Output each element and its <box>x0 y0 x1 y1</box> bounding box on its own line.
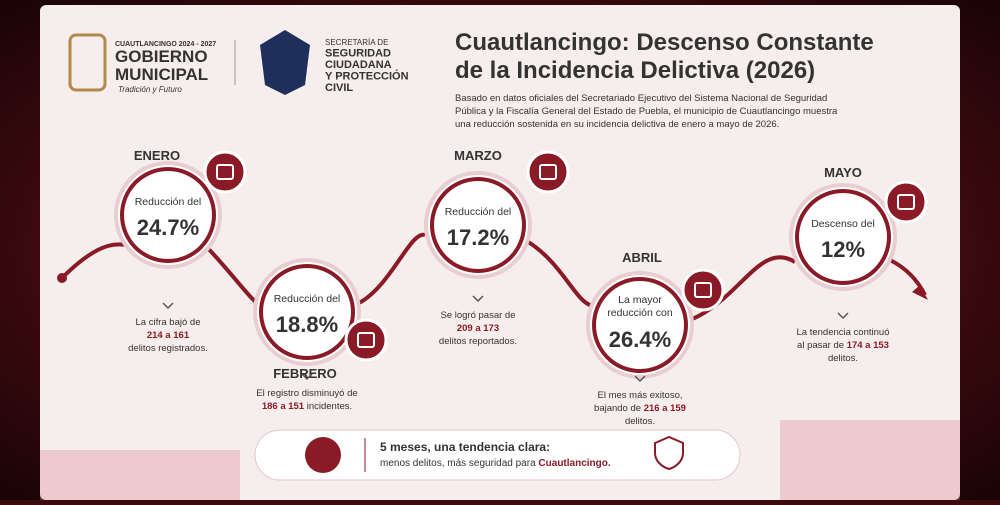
title: de la Incidencia Delictiva (2026) <box>455 57 815 84</box>
footer-text: menos delitos, más seguridad para <box>380 458 538 469</box>
start-dot <box>57 273 67 283</box>
secretariat-line: Y PROTECCIÓN <box>325 70 409 83</box>
circle-figure: 12% <box>821 237 865 262</box>
detail-line: bajando de 216 a 159 <box>594 403 686 414</box>
footer-box <box>254 429 741 481</box>
circle-lead: Reducción del <box>135 196 202 208</box>
detail-text: El mes más exitoso, <box>598 390 683 401</box>
circle-lead: La mayor <box>618 294 662 306</box>
month-name: ENERO <box>134 148 180 163</box>
detail-text: La tendencia continuó <box>797 327 890 338</box>
detail-text: al pasar de <box>797 340 847 351</box>
detail-highlight: 209 a 173 <box>457 323 499 334</box>
footer-icon <box>305 437 341 473</box>
footer-highlight: Cuautlancingo. <box>538 458 610 469</box>
detail-highlight: 214 a 161 <box>147 330 190 341</box>
circle-figure: 17.2% <box>447 225 509 250</box>
detail-text: Se logró pasar de <box>441 310 516 321</box>
chevron <box>472 295 484 303</box>
circle-figure: 24.7% <box>137 215 199 240</box>
month-icon <box>344 318 388 362</box>
chevron <box>301 373 313 381</box>
icon-glyph <box>539 164 557 180</box>
chevron <box>162 302 174 310</box>
intro: Basado en datos oficiales del Secretaria… <box>455 93 827 104</box>
slogan: Tradición y Futuro <box>118 85 182 94</box>
detail-line: 209 a 173 <box>457 323 499 334</box>
detail-text: La cifra bajó de <box>136 317 201 328</box>
detail-text: incidentes. <box>304 401 352 412</box>
circle-lead: Reducción del <box>274 293 341 305</box>
detail-line: 214 a 161 <box>147 330 190 341</box>
icon-glyph <box>897 194 915 210</box>
circle-lead: reducción con <box>607 307 673 319</box>
footer-line: 5 meses, una tendencia clara: <box>380 440 550 454</box>
trend-line <box>60 232 927 322</box>
intro: una reducción sostenida en su incidencia… <box>455 119 779 130</box>
detail-highlight: 186 a 151 <box>262 401 305 412</box>
detail-line: La tendencia continuó <box>797 327 890 338</box>
detail-line: delitos reportados. <box>439 336 517 347</box>
month-icon <box>203 150 247 194</box>
detail-line: 186 a 151 incidentes. <box>262 401 352 412</box>
detail-text: bajando de <box>594 403 644 414</box>
pattern <box>40 420 960 500</box>
chevron <box>837 312 849 320</box>
month-icon <box>681 268 725 312</box>
secretariat-line: SEGURIDAD <box>325 48 391 60</box>
gov-line: MUNICIPAL <box>115 65 208 84</box>
title: Cuautlancingo: Descenso Constante <box>455 29 874 56</box>
month-name: FEBRERO <box>273 366 337 381</box>
city-logo <box>68 33 107 92</box>
police-logo <box>260 30 310 95</box>
detail-line: al pasar de 174 a 153 <box>797 340 889 351</box>
detail-text: delitos reportados. <box>439 336 517 347</box>
shield-icon <box>654 435 684 471</box>
detail-text: El registro disminuyó de <box>256 388 357 399</box>
month-name: MAYO <box>824 165 862 180</box>
month-circle <box>120 167 216 263</box>
intro: Pública y la Fiscalía General del Estado… <box>455 106 838 117</box>
detail-line: Se logró pasar de <box>441 310 516 321</box>
detail-text: delitos registrados. <box>128 343 208 354</box>
circle-lead: Descenso del <box>811 218 875 230</box>
icon-glyph <box>357 332 375 348</box>
month-name: MARZO <box>454 148 502 163</box>
footer-line: menos delitos, más seguridad para Cuautl… <box>380 458 611 469</box>
detail-line: delitos. <box>828 353 858 364</box>
month-circle <box>430 177 526 273</box>
arrow-head <box>912 285 928 300</box>
city-line: CUAUTLANCINGO 2024 - 2027 <box>115 41 216 48</box>
circle-figure: 26.4% <box>609 327 671 352</box>
detail-text: delitos. <box>625 416 655 427</box>
circle-figure: 18.8% <box>276 312 338 337</box>
icon-glyph <box>694 282 712 298</box>
month-circle <box>795 189 891 285</box>
detail-line: delitos registrados. <box>128 343 208 354</box>
detail-line: La cifra bajó de <box>136 317 201 328</box>
secretariat-line: CIUDADANA <box>325 59 392 71</box>
circle-lead: Reducción del <box>445 206 512 218</box>
detail-highlight: 174 a 153 <box>847 340 889 351</box>
month-icon <box>526 150 570 194</box>
month-circle <box>259 264 355 360</box>
detail-line: delitos. <box>625 416 655 427</box>
detail-text: delitos. <box>828 353 858 364</box>
month-icon <box>884 180 928 224</box>
month-circle <box>592 277 688 373</box>
detail-highlight: 216 a 159 <box>644 403 686 414</box>
detail-line: El registro disminuyó de <box>256 388 357 399</box>
secretariat-line: SECRETARÍA DE <box>325 38 388 47</box>
detail-line: El mes más exitoso, <box>598 390 683 401</box>
chevron <box>634 375 646 383</box>
gov-line: GOBIERNO <box>115 47 208 66</box>
icon-glyph <box>216 164 234 180</box>
month-name: ABRIL <box>622 250 662 265</box>
secretariat-line: CIVIL <box>325 82 353 94</box>
